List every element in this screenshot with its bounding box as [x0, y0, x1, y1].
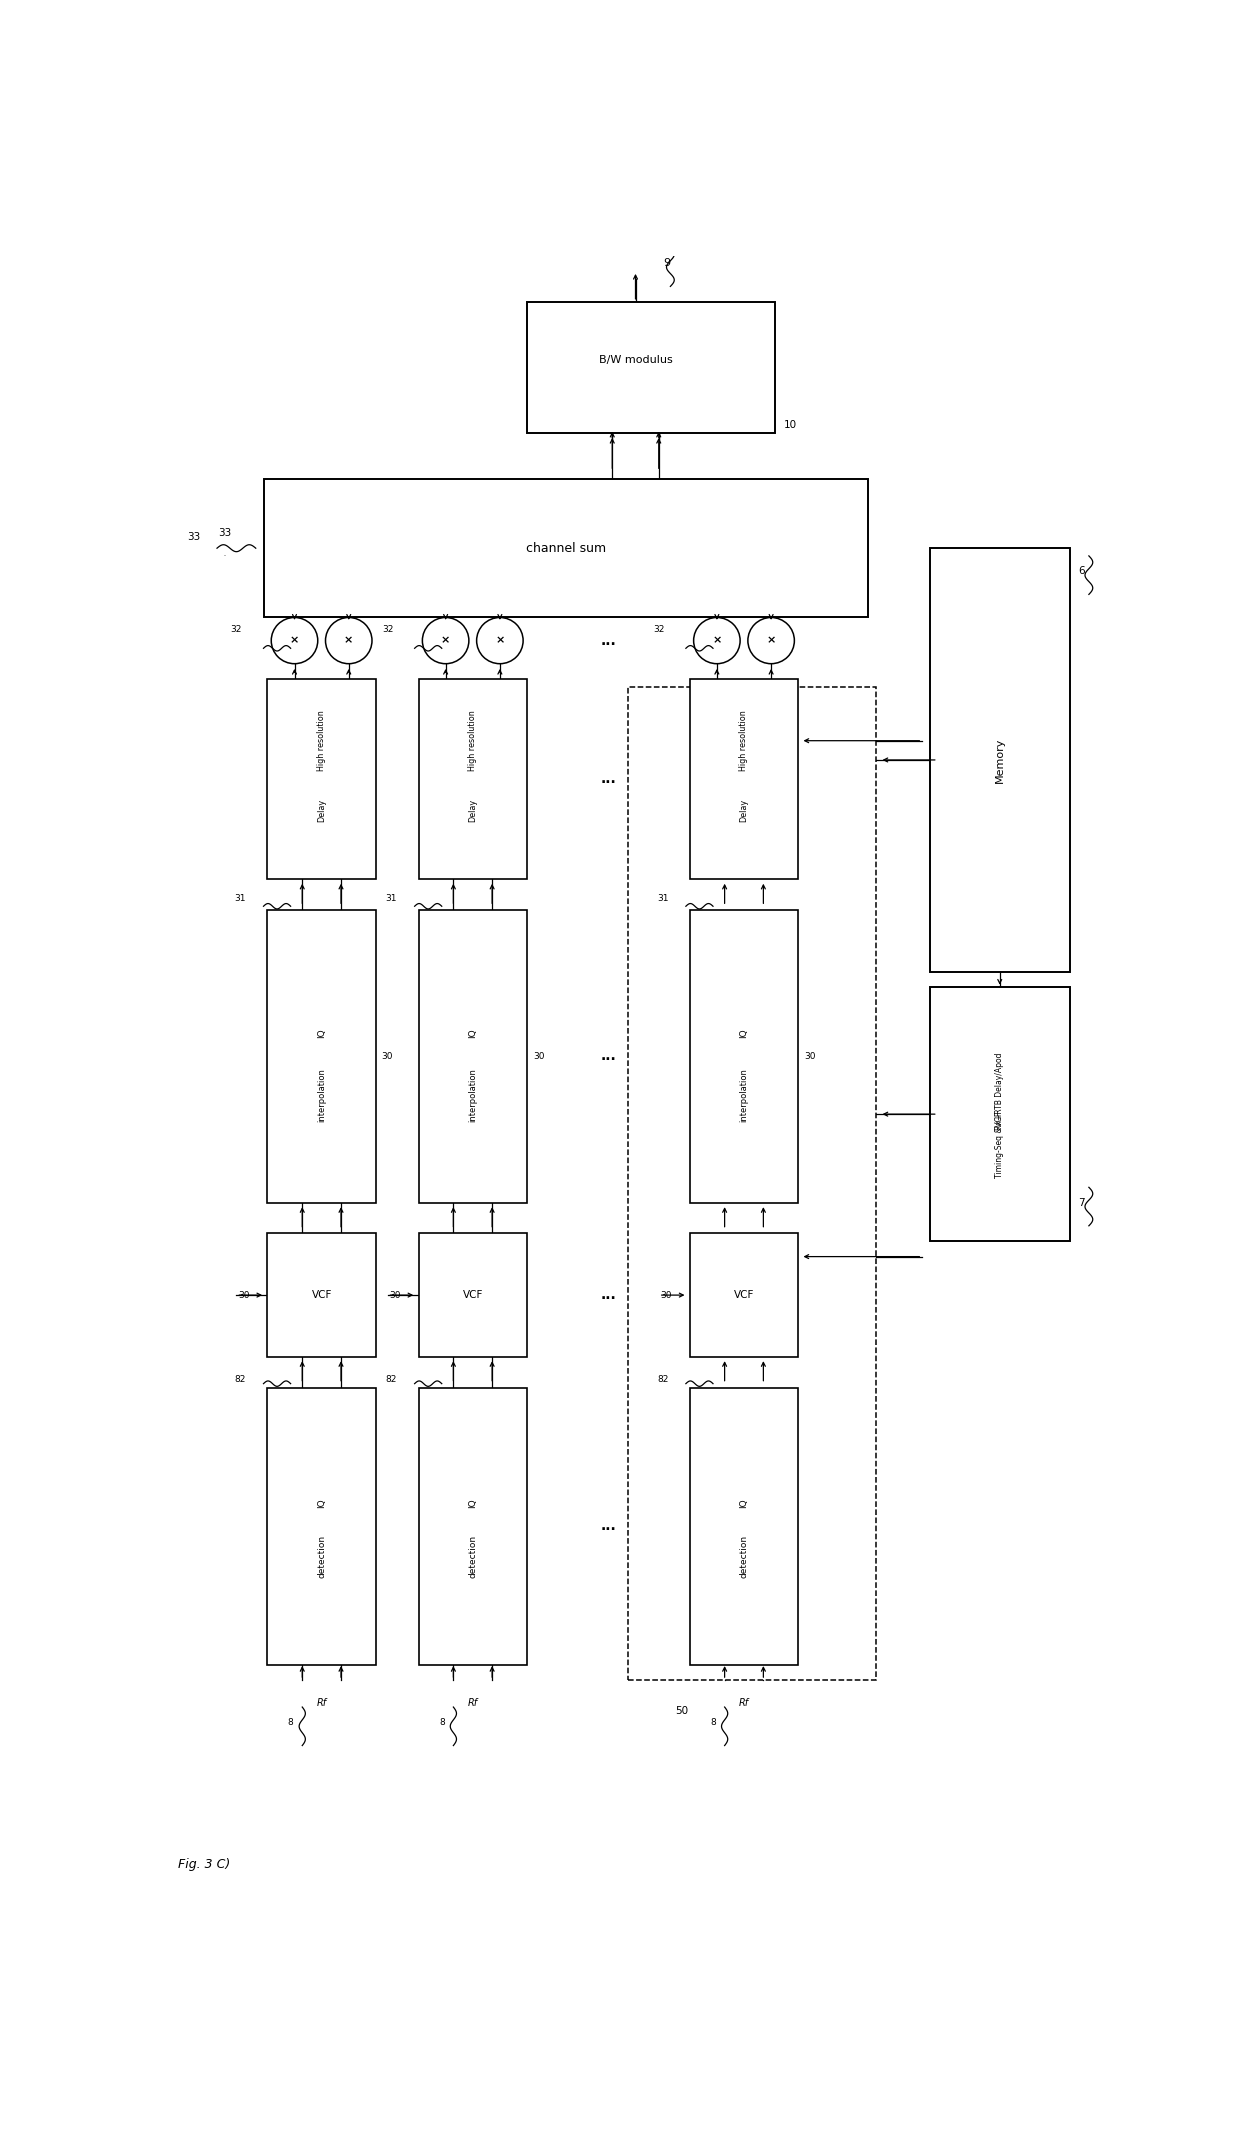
Text: interpolation: interpolation: [739, 1067, 749, 1123]
Bar: [527, 302, 775, 432]
Text: 7: 7: [1078, 1197, 1085, 1208]
Bar: [419, 1233, 527, 1357]
Text: ...: ...: [600, 1519, 616, 1534]
Text: Delay: Delay: [739, 799, 749, 822]
Text: IQ: IQ: [739, 1497, 749, 1508]
Bar: [419, 910, 527, 1203]
Bar: [263, 479, 868, 618]
Bar: [689, 910, 799, 1203]
Text: IQ: IQ: [317, 1497, 326, 1508]
Bar: [268, 679, 376, 880]
Text: IQ: IQ: [469, 1497, 477, 1508]
Text: 30: 30: [238, 1291, 250, 1299]
Text: Rf: Rf: [467, 1698, 477, 1708]
Text: Rf: Rf: [739, 1698, 749, 1708]
Text: High resolution: High resolution: [469, 709, 477, 771]
Text: 32: 32: [231, 624, 242, 633]
Text: 82: 82: [657, 1376, 668, 1384]
Text: ×: ×: [766, 635, 776, 645]
Text: Timing-Seq &VCF: Timing-Seq &VCF: [996, 1112, 1004, 1178]
Bar: [627, 686, 875, 1681]
Text: VCF: VCF: [311, 1291, 332, 1299]
Text: ×: ×: [495, 635, 505, 645]
Text: interpolation: interpolation: [469, 1067, 477, 1123]
Text: 30: 30: [389, 1291, 401, 1299]
Bar: [689, 1233, 799, 1357]
Text: channel sum: channel sum: [526, 541, 606, 554]
Text: High resolution: High resolution: [317, 709, 326, 771]
Text: VCF: VCF: [734, 1291, 754, 1299]
Text: 31: 31: [657, 895, 668, 903]
Text: IQ: IQ: [739, 1029, 749, 1037]
Text: detection: detection: [739, 1536, 749, 1578]
Text: 32: 32: [382, 624, 393, 633]
Text: Rx+RTB Delay/Apod: Rx+RTB Delay/Apod: [996, 1052, 1004, 1129]
Text: 8: 8: [439, 1719, 445, 1727]
Text: detection: detection: [317, 1536, 326, 1578]
Text: ...: ...: [600, 773, 616, 786]
Bar: [268, 910, 376, 1203]
Bar: [689, 1387, 799, 1666]
Text: 8: 8: [711, 1719, 715, 1727]
Text: ...: ...: [600, 1050, 616, 1063]
Text: 31: 31: [234, 895, 246, 903]
Text: Fig. 3 C): Fig. 3 C): [179, 1857, 231, 1872]
Text: ×: ×: [441, 635, 450, 645]
Text: B/W modulus: B/W modulus: [599, 354, 672, 364]
Text: 32: 32: [653, 624, 665, 633]
Text: 31: 31: [386, 895, 397, 903]
Text: 30: 30: [533, 1052, 544, 1061]
Text: 50: 50: [676, 1706, 688, 1717]
Text: VCF: VCF: [463, 1291, 482, 1299]
Bar: [930, 986, 1069, 1242]
Text: 9: 9: [663, 258, 670, 268]
Text: 30: 30: [804, 1052, 816, 1061]
Bar: [930, 547, 1069, 971]
Text: High resolution: High resolution: [739, 709, 749, 771]
Bar: [419, 679, 527, 880]
Text: interpolation: interpolation: [317, 1067, 326, 1123]
Text: 30: 30: [661, 1291, 672, 1299]
Bar: [268, 1387, 376, 1666]
Text: ×: ×: [343, 635, 353, 645]
Text: IQ: IQ: [469, 1029, 477, 1037]
Text: 10: 10: [784, 420, 797, 430]
Text: 30: 30: [382, 1052, 393, 1061]
Text: ×: ×: [290, 635, 299, 645]
Text: 33: 33: [218, 528, 232, 537]
Text: 8: 8: [288, 1719, 294, 1727]
Text: 82: 82: [234, 1376, 246, 1384]
Text: ×: ×: [712, 635, 722, 645]
Bar: [689, 679, 799, 880]
Bar: [268, 1233, 376, 1357]
Text: 6: 6: [1078, 567, 1085, 577]
Text: Memory: Memory: [994, 737, 1004, 782]
Text: ...: ...: [600, 633, 616, 648]
Text: 33: 33: [187, 532, 201, 541]
Text: IQ: IQ: [317, 1029, 326, 1037]
Text: Delay: Delay: [469, 799, 477, 822]
Text: detection: detection: [469, 1536, 477, 1578]
Text: Rf: Rf: [316, 1698, 326, 1708]
Text: ...: ...: [600, 1289, 616, 1301]
Text: Delay: Delay: [317, 799, 326, 822]
Text: 82: 82: [386, 1376, 397, 1384]
Bar: [419, 1387, 527, 1666]
